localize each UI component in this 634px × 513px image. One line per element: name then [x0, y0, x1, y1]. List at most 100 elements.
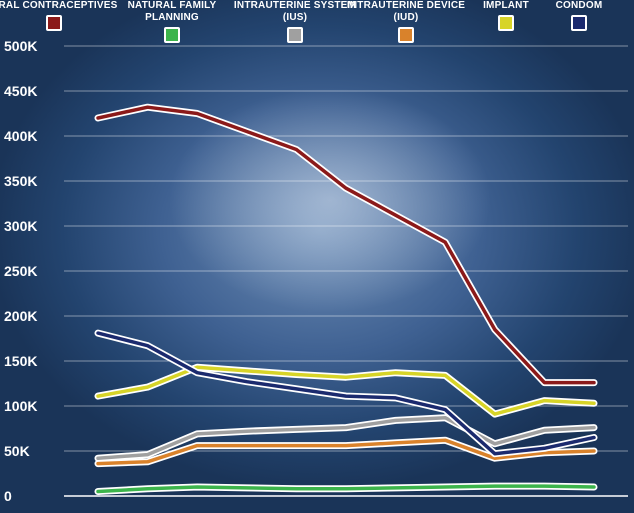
legend-swatch-iud [398, 27, 414, 43]
y-tick-label-50k: 50K [4, 443, 30, 459]
data-point-intrauterine-device-iud-1 [96, 462, 100, 465]
series-lines [94, 103, 598, 495]
series-intrauterine-system-ius [94, 414, 598, 462]
data-point-implant-3 [196, 366, 199, 369]
data-point-intrauterine-device-iud-8 [444, 439, 447, 442]
data-point-condom-9 [493, 452, 496, 455]
legend-label-oral-contraceptives: ORAL CONTRACEPTIVES [0, 0, 118, 11]
data-point-implant-10 [543, 399, 546, 402]
y-axis: 0 50K 100K 150K 200K 250K 300K 350K 400K 450K 500K [4, 38, 37, 504]
y-tick-label-300k: 300K [4, 218, 37, 234]
legend-swatch-natural-family-planning [164, 27, 180, 43]
data-point-intrauterine-device-iud-7 [394, 441, 397, 445]
data-point-intrauterine-device-iud-11 [592, 449, 596, 453]
data-point-oral-contraceptives-9 [493, 328, 496, 331]
data-point-intrauterine-system-ius-9 [493, 442, 496, 445]
data-point-intrauterine-system-ius-3 [196, 432, 199, 436]
data-point-condom-3 [196, 371, 199, 374]
series-implant [94, 363, 598, 418]
data-point-condom-5 [295, 387, 298, 391]
legend-label-implant: IMPLANT [483, 0, 529, 11]
y-tick-label-500k: 500K [4, 38, 37, 54]
series-intrauterine-device-iud [94, 436, 598, 468]
data-point-natural-family-planning-6 [344, 487, 348, 490]
data-point-oral-contraceptives-4 [245, 130, 248, 133]
data-point-intrauterine-system-ius-4 [245, 430, 248, 433]
legend-swatch-oral-contraceptives [46, 15, 62, 31]
legend-item-implant: IMPLANT [441, 0, 571, 31]
data-point-oral-contraceptives-6 [344, 187, 348, 190]
data-point-oral-contraceptives-10 [543, 381, 546, 384]
series-condom [94, 329, 598, 458]
data-point-implant-8 [444, 374, 447, 377]
legend-label-condom: CONDOM [555, 0, 603, 11]
legend-item-oral-contraceptives: ORAL CONTRACEPTIVES [0, 0, 119, 31]
legend-item-iud: INTRAUTERINE DEVICE (IUD) [341, 0, 471, 43]
data-point-natural-family-planning-4 [245, 486, 248, 490]
data-point-condom-7 [394, 396, 397, 400]
data-point-oral-contraceptives-3 [196, 112, 199, 115]
data-point-natural-family-planning-10 [543, 484, 546, 488]
data-point-natural-family-planning-11 [592, 485, 596, 489]
data-point-intrauterine-device-iud-9 [493, 457, 496, 460]
series-outline-oral-contraceptives [94, 103, 598, 387]
y-tick-label-350k: 350K [4, 173, 37, 189]
data-point-oral-contraceptives-2 [146, 106, 149, 109]
data-point-intrauterine-system-ius-2 [146, 453, 149, 456]
data-point-condom-10 [543, 447, 546, 450]
data-point-intrauterine-device-iud-5 [295, 444, 298, 447]
data-point-implant-1 [96, 394, 100, 398]
data-point-intrauterine-system-ius-6 [344, 426, 348, 429]
legend-label-iud: INTRAUTERINE DEVICE (IUD) [346, 0, 466, 23]
y-tick-label-0: 0 [4, 488, 12, 504]
data-point-natural-family-planning-2 [146, 487, 149, 490]
legend-swatch-implant [498, 15, 514, 31]
data-point-intrauterine-system-ius-5 [295, 428, 298, 431]
legend-swatch-ius [287, 27, 303, 43]
data-point-condom-1 [96, 331, 100, 335]
data-point-natural-family-planning-1 [96, 490, 100, 493]
y-tick-label-100k: 100K [4, 398, 37, 414]
legend-swatch-condom [571, 15, 587, 31]
data-point-intrauterine-device-iud-6 [344, 444, 348, 447]
data-point-intrauterine-system-ius-10 [543, 429, 546, 432]
data-point-intrauterine-system-ius-7 [394, 419, 397, 422]
data-point-oral-contraceptives-8 [444, 241, 447, 244]
data-point-oral-contraceptives-11 [592, 381, 596, 384]
y-tick-label-150k: 150K [4, 353, 37, 369]
data-point-intrauterine-device-iud-10 [543, 451, 546, 454]
data-point-natural-family-planning-7 [394, 486, 397, 490]
y-tick-label-200k: 200K [4, 308, 37, 324]
data-point-intrauterine-system-ius-1 [96, 457, 100, 460]
legend-label-natural-family-planning: NATURAL FAMILY PLANNING [127, 0, 217, 23]
y-tick-label-450k: 450K [4, 83, 37, 99]
legend-item-condom: CONDOM [514, 0, 634, 31]
series-oral-contraceptives [94, 103, 598, 387]
data-point-natural-family-planning-5 [295, 487, 298, 490]
data-point-natural-family-planning-9 [493, 484, 496, 488]
data-point-implant-7 [394, 371, 397, 374]
data-point-implant-6 [344, 376, 348, 379]
data-point-condom-6 [344, 394, 348, 398]
legend-item-ius: INTRAUTERINE SYSTEM (IUS) [230, 0, 360, 43]
series-line-oral-contraceptives [96, 105, 596, 385]
data-point-natural-family-planning-3 [196, 485, 199, 489]
legend-label-ius: INTRAUTERINE SYSTEM (IUS) [233, 0, 357, 23]
data-point-oral-contraceptives-7 [394, 214, 397, 217]
data-point-implant-2 [146, 385, 149, 389]
y-tick-label-400k: 400K [4, 128, 37, 144]
data-point-condom-2 [146, 344, 149, 347]
data-point-intrauterine-system-ius-8 [444, 416, 447, 419]
data-point-intrauterine-device-iud-3 [196, 444, 199, 447]
data-point-condom-4 [245, 380, 248, 383]
data-point-oral-contraceptives-5 [295, 148, 298, 151]
data-point-intrauterine-device-iud-4 [245, 444, 248, 447]
data-point-condom-11 [592, 436, 596, 439]
data-point-implant-9 [493, 412, 496, 416]
series-natural-family-planning [94, 482, 598, 495]
data-point-implant-11 [592, 402, 596, 405]
y-tick-label-250k: 250K [4, 263, 37, 279]
legend-item-natural-family-planning: NATURAL FAMILY PLANNING [107, 0, 237, 43]
